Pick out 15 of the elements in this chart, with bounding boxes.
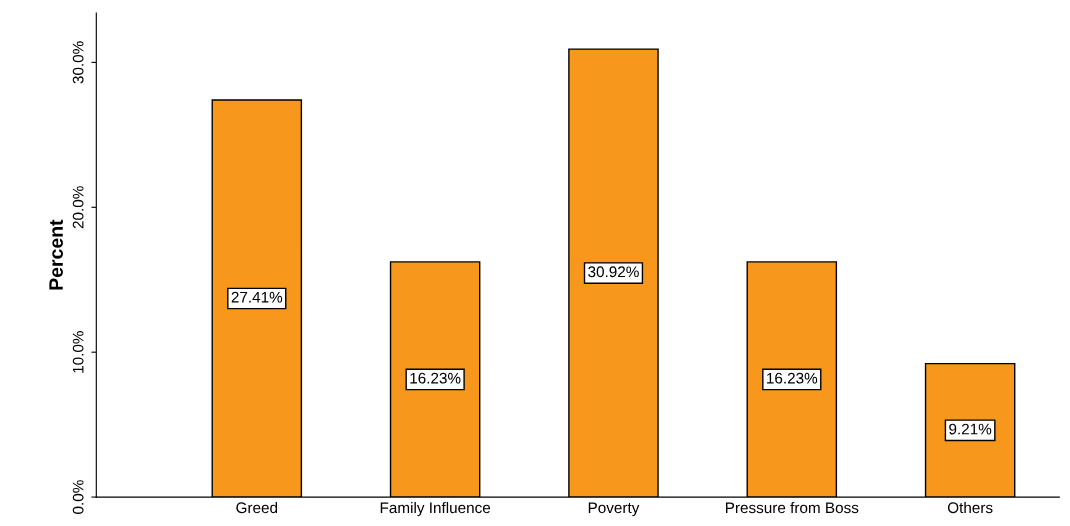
data-label: 30.92% xyxy=(588,266,639,278)
data-label: 9.21% xyxy=(949,423,992,435)
x-tick-label: Others xyxy=(947,501,993,514)
y-tick-label: 10.0% xyxy=(72,331,84,373)
x-tick-label: Pressure from Boss xyxy=(725,501,859,514)
y-axis-title: Percent xyxy=(49,219,63,290)
x-tick-label: Greed xyxy=(236,501,278,514)
x-tick-label: Poverty xyxy=(588,502,640,517)
data-label: 16.23% xyxy=(410,372,461,384)
x-tick-label: Family Influence xyxy=(380,501,491,517)
y-tick-label: 20.0% xyxy=(72,186,84,229)
data-label: 16.23% xyxy=(767,372,818,384)
y-tick-label: 30.0% xyxy=(72,41,84,84)
y-tick-label: 0.0% xyxy=(72,480,84,514)
data-label: 27.41% xyxy=(231,291,283,303)
